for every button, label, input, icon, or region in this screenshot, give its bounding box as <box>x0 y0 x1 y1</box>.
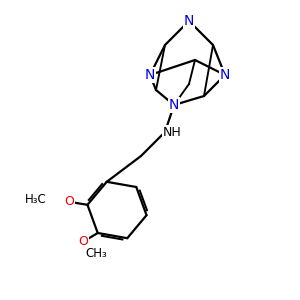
Text: N: N <box>169 98 179 112</box>
Text: CH₃: CH₃ <box>86 248 107 260</box>
Text: N: N <box>220 68 230 82</box>
Text: O: O <box>78 236 88 248</box>
Text: N: N <box>145 68 155 82</box>
Text: N: N <box>184 14 194 28</box>
Text: H₃C: H₃C <box>25 193 46 206</box>
Text: O: O <box>64 195 74 208</box>
Text: NH: NH <box>163 125 182 139</box>
